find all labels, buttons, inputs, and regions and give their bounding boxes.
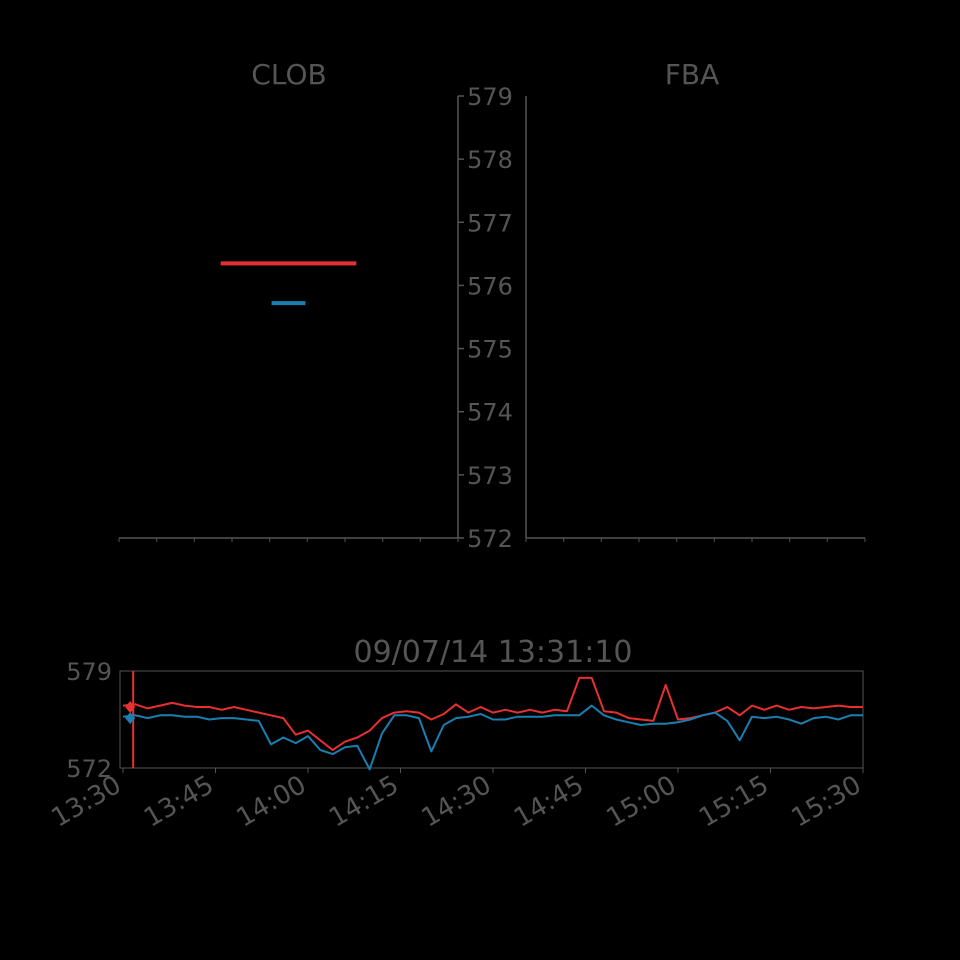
y-tick-label: 576 [467, 272, 513, 300]
timeline-y-label: 572 [66, 755, 112, 783]
timeline-x-label: 15:15 [694, 770, 774, 833]
fba-title: FBA [665, 58, 719, 91]
timeline-y-ticks: 572 579 [66, 658, 112, 783]
fba-panel: FBA [525, 58, 866, 542]
timeline-x-label: 14:45 [509, 770, 589, 833]
timeline-series-line [122, 704, 863, 771]
timeline-y-label: 579 [66, 658, 112, 686]
timeline-x-ticks: 13:30 13:45 14:00 14:15 14:30 14:45 15:00 15:15… [47, 768, 867, 834]
y-tick-label: 577 [467, 209, 513, 237]
timeline-panel[interactable]: 09/07/14 13:31:10 572 579 13:30 13:45 14:00… [47, 635, 867, 834]
timeline-x-label: 15:00 [602, 770, 682, 833]
y-tick-label: 579 [467, 83, 513, 111]
timeline-series-line [122, 676, 863, 751]
timeline-x-label: 15:30 [787, 770, 867, 833]
timeline-x-label: 14:00 [232, 770, 312, 833]
y-tick-label: 575 [467, 336, 513, 364]
cursor-marker-blue[interactable] [125, 712, 136, 725]
timeline-frame [119, 670, 864, 769]
cursor-marker-red[interactable] [125, 701, 136, 714]
clob-panel: CLOB [118, 58, 459, 542]
timeline-x-label: 14:30 [417, 770, 497, 833]
y-tick-label: 573 [467, 462, 513, 490]
clob-title: CLOB [251, 58, 326, 91]
fba-x-ticks [525, 538, 866, 542]
y-tick-label: 578 [467, 146, 513, 174]
timeline-series [122, 676, 863, 771]
clob-series [220, 261, 357, 306]
timeline-x-label: 13:45 [139, 770, 219, 833]
y-tick-label: 572 [467, 525, 513, 553]
shared-y-axis: 572 573 574 575 576 577 578 579 [458, 83, 513, 553]
y-tick-labels: 572 573 574 575 576 577 578 579 [458, 83, 513, 553]
timeline-title: 09/07/14 13:31:10 [353, 635, 632, 670]
y-tick-label: 574 [467, 399, 513, 427]
timeline-cursor[interactable] [125, 671, 136, 768]
timeline-x-label: 14:15 [324, 770, 404, 833]
